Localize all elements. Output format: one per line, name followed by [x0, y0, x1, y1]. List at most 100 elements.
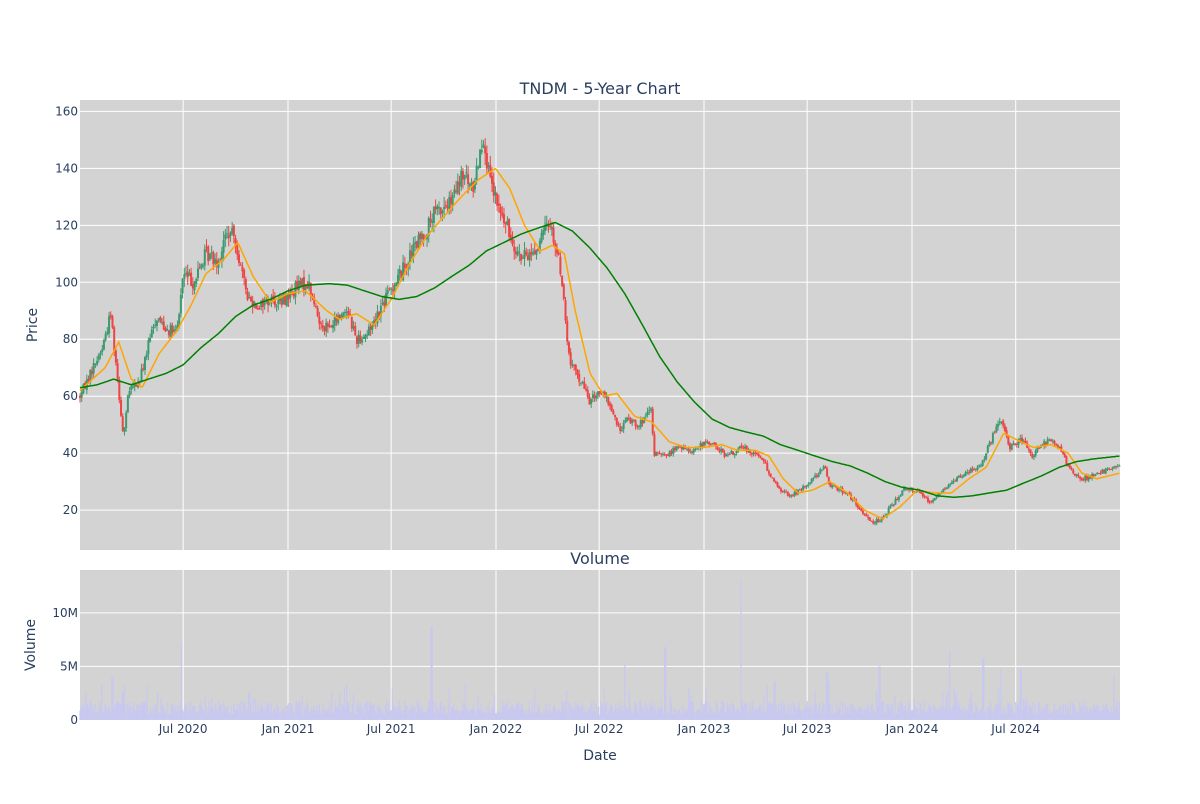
volume-bar — [348, 702, 350, 720]
volume-chart-title: Volume — [570, 549, 630, 568]
volume-bar — [576, 705, 578, 720]
volume-bar — [432, 701, 434, 720]
volume-bar — [745, 703, 747, 720]
candle — [557, 250, 560, 256]
volume-bar — [563, 707, 565, 720]
candle — [241, 262, 244, 279]
volume-bar — [944, 708, 946, 720]
volume-bar — [163, 712, 165, 720]
candle — [443, 196, 446, 219]
volume-bar — [1101, 709, 1103, 720]
candle — [106, 327, 109, 336]
volume-bar — [204, 696, 206, 720]
candle — [1116, 464, 1119, 468]
candle — [444, 200, 447, 209]
candle — [173, 325, 176, 333]
volume-bar — [452, 707, 454, 720]
volume-bar — [778, 704, 780, 720]
volume-bar — [195, 712, 197, 720]
volume-bar — [472, 704, 474, 720]
volume-bar — [319, 711, 322, 720]
volume-bar — [790, 704, 792, 720]
volume-bar — [890, 704, 893, 720]
volume-bar — [118, 703, 120, 720]
volume-bar — [551, 713, 553, 720]
x-tick-label: Jul 2023 — [782, 722, 832, 736]
volume-bar — [979, 709, 981, 720]
candle — [229, 231, 232, 243]
candle — [155, 320, 158, 332]
volume-bar — [461, 710, 463, 720]
volume-bar — [803, 708, 805, 720]
volume-bar — [246, 709, 249, 720]
volume-bar — [383, 714, 385, 720]
candle — [762, 458, 765, 464]
candle — [709, 443, 712, 446]
candle — [101, 344, 104, 356]
volume-bar — [1097, 705, 1099, 720]
volume-bar — [91, 707, 94, 720]
candle — [1075, 473, 1078, 478]
candle — [145, 350, 148, 361]
volume-bar — [522, 710, 524, 720]
volume-bar — [162, 705, 164, 720]
volume-bar — [682, 705, 684, 720]
volume-bar — [250, 702, 252, 720]
candle — [414, 236, 417, 252]
volume-bar — [179, 702, 181, 720]
candle — [861, 508, 864, 516]
volume-bar — [97, 710, 99, 720]
volume-bar — [514, 708, 516, 720]
volume-bar — [282, 708, 284, 720]
volume-bar — [968, 704, 970, 720]
volume-bar — [1114, 707, 1116, 720]
volume-bar — [530, 713, 532, 720]
volume-bar — [1098, 707, 1100, 720]
volume-bar — [1088, 712, 1090, 720]
volume-bar — [340, 709, 342, 720]
volume-bar — [536, 711, 538, 720]
volume-bar — [852, 704, 854, 720]
volume-bar — [648, 710, 650, 720]
candle — [1031, 451, 1034, 459]
volume-bar — [240, 700, 242, 720]
candle — [810, 478, 813, 485]
volume-bar — [561, 701, 563, 720]
volume-bar — [316, 705, 318, 720]
candle — [506, 216, 509, 226]
candle — [1103, 469, 1106, 474]
candle — [520, 253, 523, 265]
volume-bar — [554, 707, 556, 720]
volume-bar — [176, 710, 178, 720]
volume-bar — [660, 700, 662, 720]
volume-bar — [662, 713, 665, 720]
volume-bar — [640, 700, 642, 720]
volume-bar — [466, 709, 469, 720]
volume-bar — [440, 701, 442, 720]
candle — [718, 447, 721, 454]
volume-bar — [868, 706, 870, 720]
volume-bar — [779, 710, 781, 720]
candle — [619, 422, 622, 434]
volume-bar — [252, 696, 254, 720]
volume-bar — [352, 694, 355, 720]
volume-bar — [844, 703, 846, 720]
candle — [711, 442, 714, 445]
candle — [680, 445, 683, 453]
volume-bar — [89, 700, 91, 720]
candle — [1118, 464, 1121, 467]
volume-bar — [258, 710, 260, 720]
x-tick-label: Jan 2022 — [469, 722, 523, 736]
candle — [1002, 419, 1005, 429]
volume-bar — [697, 709, 699, 720]
volume-bar — [950, 707, 952, 720]
volume-bar — [906, 712, 909, 720]
volume-bar — [350, 711, 352, 720]
candle — [184, 266, 187, 277]
candle — [814, 472, 817, 479]
volume-bar — [521, 703, 523, 720]
volume-bar — [729, 704, 731, 720]
volume-bar — [1059, 705, 1061, 720]
candle — [456, 173, 459, 196]
candle — [576, 368, 579, 379]
